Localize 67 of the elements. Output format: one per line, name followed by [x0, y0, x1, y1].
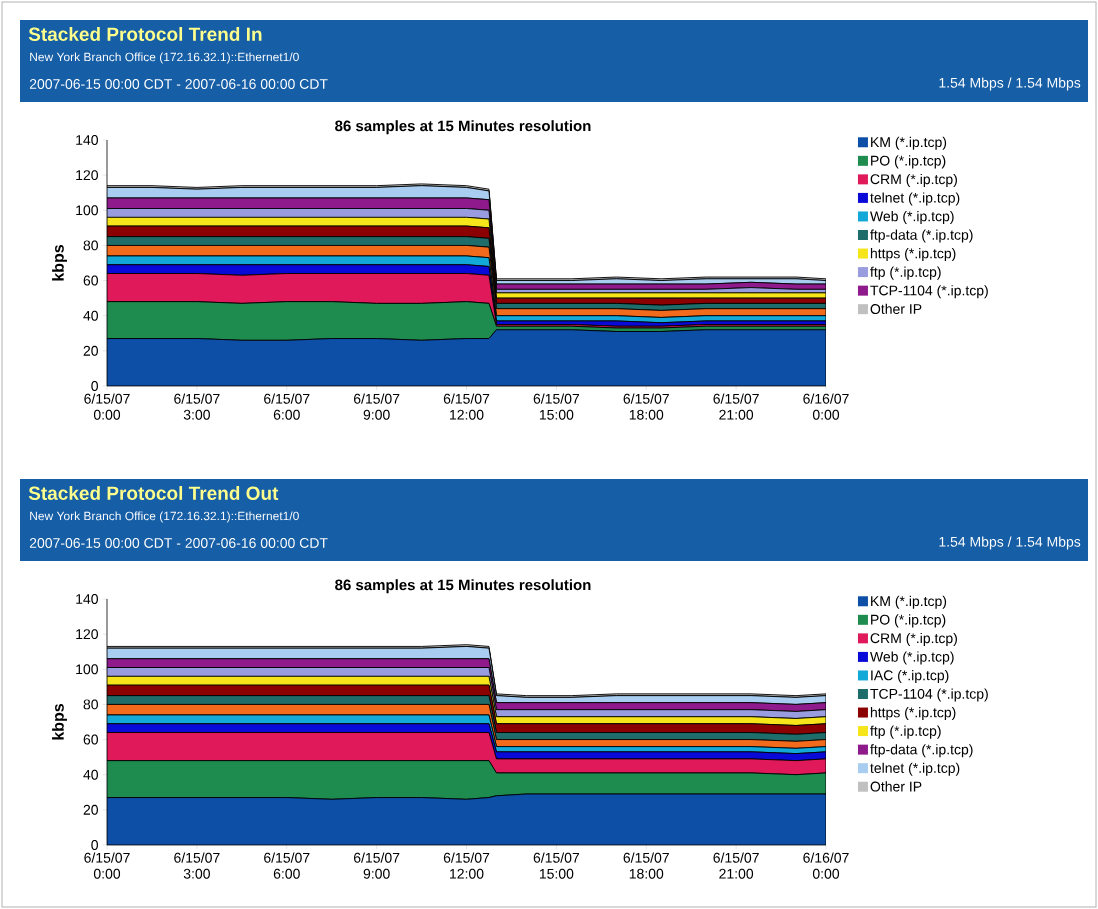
x-tick-label: 6/15/07 18:00	[623, 852, 669, 879]
legend-label: Other IP	[870, 303, 922, 314]
legend-label: KM (*.ip.tcp)	[871, 136, 947, 150]
x-tick-label: 6/15/07 6:00	[264, 852, 310, 879]
legend-label: ftp (*.ip.tcp)	[870, 725, 941, 739]
x-tick-label: 6/15/07 9:00	[353, 393, 400, 420]
legend-label: ftp (*.ip.tcp)	[870, 266, 941, 280]
legend-label: ftp-data (*.ip.tcp)	[870, 744, 973, 758]
legend-label: Web (*.ip.tcp)	[870, 651, 954, 665]
y-tick-label: 80	[83, 240, 98, 251]
y-tick-label: 100	[76, 205, 98, 216]
legend-label: https (*.ip.tcp)	[870, 707, 956, 721]
y-tick-label: 20	[83, 345, 98, 356]
y-tick-label: 40	[83, 769, 98, 780]
x-tick-label: 6/16/07 0:00	[803, 393, 849, 420]
legend-label: CRM (*.ip.tcp)	[870, 173, 957, 187]
y-tick-label: 120	[76, 629, 98, 640]
x-tick-label: 6/15/07 21:00	[713, 393, 759, 420]
legend-label: https (*.ip.tcp)	[870, 248, 956, 262]
text: 1.54 Mbps / 1.54 Mbps	[939, 77, 1081, 91]
legend-label: ftp-data (*.ip.tcp)	[870, 229, 973, 243]
y-tick-label: 100	[76, 664, 98, 675]
y-tick-label: 60	[83, 275, 98, 286]
text: 86 samples at 15 Minutes resolution	[335, 120, 591, 135]
x-tick-label: 6/16/07 0:00	[803, 852, 849, 879]
x-tick-label: 6/15/07 12:00	[443, 852, 490, 879]
y-tick-label: 80	[83, 699, 98, 710]
chart-title: Stacked Protocol Trend In	[28, 27, 262, 41]
x-tick-label: 6/15/07 9:00	[353, 852, 400, 879]
x-tick-label: 6/15/07 15:00	[533, 393, 580, 420]
legend-label: TCP-1104 (*.ip.tcp)	[870, 688, 988, 702]
x-tick-label: 6/15/07 6:00	[264, 393, 310, 420]
x-tick-label: 6/15/07 3:00	[174, 852, 220, 879]
chart-subtitle: New York Branch Office (172.16.32.1)::Ethernet1/0	[30, 511, 299, 523]
legend-label: PO (*.ip.tcp)	[871, 614, 946, 628]
chart-title: Stacked Protocol Trend Out	[28, 486, 279, 500]
text: 2007-06-15 00:00 CDT - 2007-06-16 00:00 CDT	[29, 538, 328, 548]
x-tick-label: 6/15/07 12:00	[443, 393, 490, 420]
legend-label: telnet (*.ip.tcp)	[870, 192, 960, 206]
y-tick-label: 140	[76, 594, 98, 604]
chart-subtitle: New York Branch Office (172.16.32.1)::Ethernet1/0	[30, 52, 299, 64]
y-tick-label: 20	[83, 804, 98, 815]
legend-label: CRM (*.ip.tcp)	[870, 632, 957, 646]
x-tick-label: 6/15/07 15:00	[533, 852, 580, 879]
legend-label: PO (*.ip.tcp)	[871, 155, 946, 169]
legend-label: IAC (*.ip.tcp)	[871, 669, 949, 684]
y-tick-label: 40	[83, 310, 98, 321]
y-tick-label: 140	[76, 135, 98, 145]
legend-label: Other IP	[870, 781, 922, 792]
x-tick-label: 6/15/07 3:00	[174, 393, 220, 420]
y-tick-label: 60	[83, 734, 98, 745]
y-tick-label: 120	[76, 170, 98, 181]
legend-label: KM (*.ip.tcp)	[871, 595, 947, 609]
legend-label: Web (*.ip.tcp)	[870, 210, 954, 225]
y-axis-title: kbps	[52, 703, 67, 740]
legend-label: TCP-1104 (*.ip.tcp)	[870, 285, 988, 299]
x-tick-label: 6/15/07 0:00	[84, 393, 130, 420]
y-tick-label: 0	[91, 840, 98, 850]
y-axis-title: kbps	[52, 244, 67, 281]
x-tick-label: 6/15/07 18:00	[623, 393, 669, 420]
x-tick-label: 6/15/07 0:00	[84, 852, 130, 879]
text: 86 samples at 15 Minutes resolution	[335, 579, 591, 594]
y-tick-label: 0	[91, 381, 98, 391]
text: 2007-06-15 00:00 CDT - 2007-06-16 00:00 CDT	[29, 79, 328, 89]
legend-label: telnet (*.ip.tcp)	[870, 762, 960, 776]
text: 1.54 Mbps / 1.54 Mbps	[939, 536, 1081, 550]
x-tick-label: 6/15/07 21:00	[713, 852, 759, 879]
